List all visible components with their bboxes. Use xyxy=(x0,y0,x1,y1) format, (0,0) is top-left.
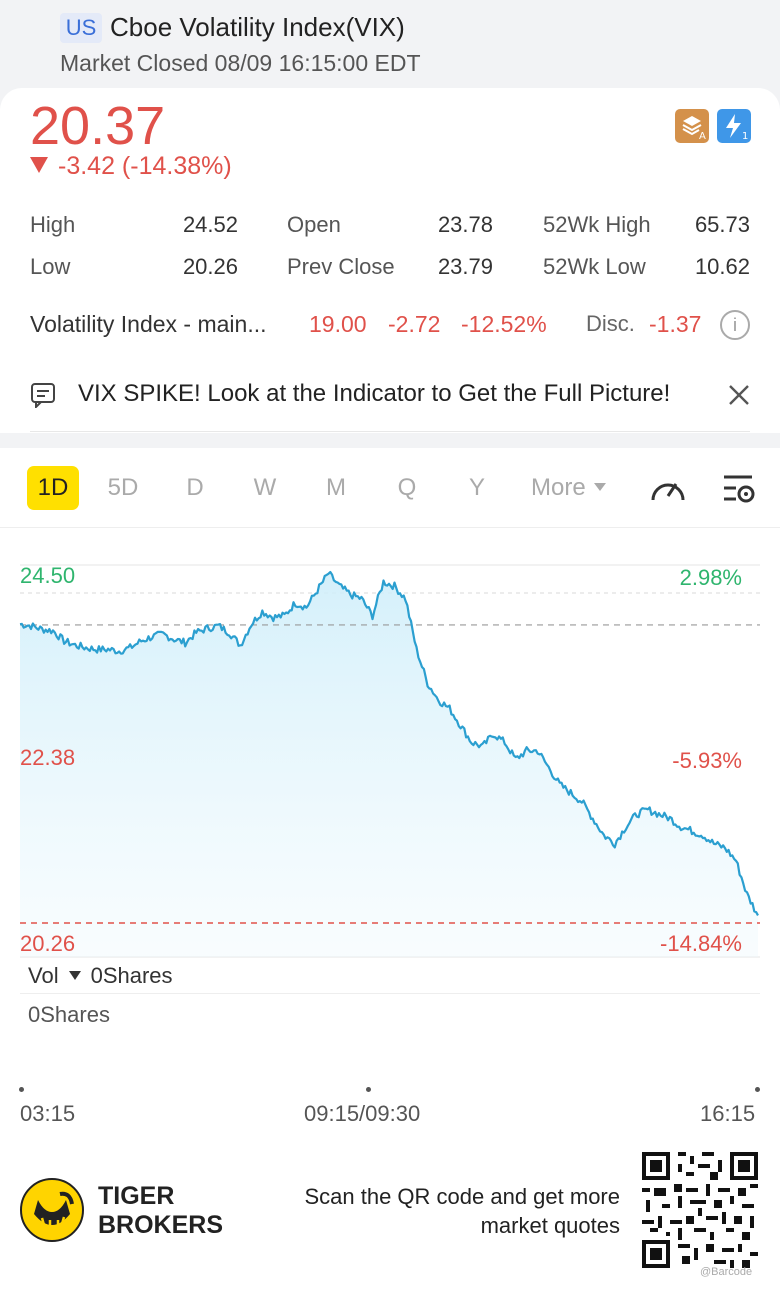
y-label-mid-left: 22.38 xyxy=(20,745,76,770)
y-label-top-left: 24.50 xyxy=(20,563,76,588)
x-label-start: 03:15 xyxy=(20,1101,76,1126)
x-tick xyxy=(366,1087,371,1092)
down-arrow-icon xyxy=(30,157,48,174)
stat-value-low: 20.26 xyxy=(182,254,238,279)
tiger-logo-icon xyxy=(20,1178,84,1242)
stat-value-prev-close: 23.79 xyxy=(437,254,493,279)
svg-text:1: 1 xyxy=(742,131,748,142)
news-banner[interactable]: VIX SPIKE! Look at the Indicator to Get … xyxy=(30,370,750,432)
price-area xyxy=(20,572,758,957)
y-label-mid-right: -5.93% xyxy=(672,748,742,773)
svg-text:A: A xyxy=(699,131,706,142)
stat-label-52wk-high: 52Wk High xyxy=(543,212,651,237)
price-change: -3.42 (-14.38%) xyxy=(30,152,232,181)
tab-m[interactable]: M xyxy=(326,474,346,501)
chart-settings-icon[interactable] xyxy=(722,472,756,506)
volume-value: 0Shares xyxy=(90,963,173,988)
volume-divider xyxy=(20,993,760,994)
caret-down-icon xyxy=(68,970,81,980)
tab-5d[interactable]: 5D xyxy=(107,474,139,501)
price-chart[interactable]: 24.50 2.98% 22.38 -5.93% 20.26 -14.84% xyxy=(0,528,780,968)
tab-q[interactable]: Q xyxy=(397,474,417,501)
lightning-icon[interactable]: 1 xyxy=(717,109,751,143)
quote-card xyxy=(0,88,780,433)
x-label-mid: 09:15/09:30 xyxy=(304,1101,421,1126)
gauge-icon[interactable] xyxy=(648,472,688,506)
message-icon xyxy=(31,383,55,408)
market-badge: US xyxy=(60,13,102,43)
footer: TIGER BROKERS Scan the QR code and get m… xyxy=(0,1140,780,1290)
y-label-bottom-right: -14.84% xyxy=(660,931,742,956)
brand-name: TIGER BROKERS xyxy=(98,1182,223,1240)
news-text: VIX SPIKE! Look at the Indicator to Get … xyxy=(78,380,671,407)
stat-value-52wk-low: 10.62 xyxy=(694,254,750,279)
price-change-value: -3.42 (-14.38%) xyxy=(58,152,232,180)
stat-label-52wk-low: 52Wk Low xyxy=(543,254,646,279)
stat-label-open: Open xyxy=(287,212,341,237)
stat-value-open: 23.78 xyxy=(437,212,493,237)
y-label-bottom-left: 20.26 xyxy=(20,931,76,956)
x-tick xyxy=(755,1087,760,1092)
volume-axis-max: 0Shares xyxy=(28,1002,110,1027)
futures-disc-value: -1.37 xyxy=(649,311,702,337)
period-tabs: 1D 5D D W M Q Y More xyxy=(0,448,780,528)
qr-tag: @Barcode xyxy=(700,1266,753,1278)
x-tick xyxy=(19,1087,24,1092)
tab-more[interactable]: More xyxy=(531,466,606,510)
caret-down-icon xyxy=(593,482,606,491)
stat-value-high: 24.52 xyxy=(182,212,238,237)
y-label-top-right: 2.98% xyxy=(679,565,742,590)
tab-d[interactable]: D xyxy=(186,474,204,501)
futures-price: 19.00 xyxy=(309,311,367,337)
scan-prompt: Scan the QR code and get more market quo… xyxy=(304,1184,620,1238)
tab-more-label: More xyxy=(531,474,586,501)
info-icon[interactable]: i xyxy=(720,310,750,340)
section-divider xyxy=(0,433,780,448)
volume-selector[interactable]: Vol 0Shares xyxy=(28,963,173,989)
stat-label-high: High xyxy=(30,212,76,237)
brand-line-2: BROKERS xyxy=(98,1211,224,1239)
tab-w[interactable]: W xyxy=(253,474,277,501)
layers-a-icon[interactable]: A xyxy=(675,109,709,143)
tab-1d[interactable]: 1D xyxy=(27,466,79,510)
close-icon[interactable] xyxy=(726,382,752,408)
stat-label-low: Low xyxy=(30,254,71,279)
x-label-end: 16:15 xyxy=(700,1101,756,1126)
last-price: 20.37 xyxy=(30,96,166,156)
tab-y[interactable]: Y xyxy=(468,474,485,501)
qr-code[interactable] xyxy=(642,1152,758,1268)
futures-disc-label: Disc. xyxy=(586,311,635,336)
futures-change: -2.72 xyxy=(388,311,441,337)
futures-change-pct: -12.52% xyxy=(461,311,547,337)
stat-label-prev-close: Prev Close xyxy=(287,254,395,279)
price-chart-svg xyxy=(19,564,760,958)
page-title: Cboe Volatility Index(VIX) xyxy=(110,12,405,42)
market-status: Market Closed 08/09 16:15:00 EDT xyxy=(60,50,421,76)
stat-value-52wk-high: 65.73 xyxy=(694,212,750,237)
volume-label: Vol xyxy=(28,963,59,988)
brand-line-1: TIGER xyxy=(98,1182,175,1210)
futures-name[interactable]: Volatility Index - main... xyxy=(30,311,267,337)
price-line xyxy=(19,570,759,916)
